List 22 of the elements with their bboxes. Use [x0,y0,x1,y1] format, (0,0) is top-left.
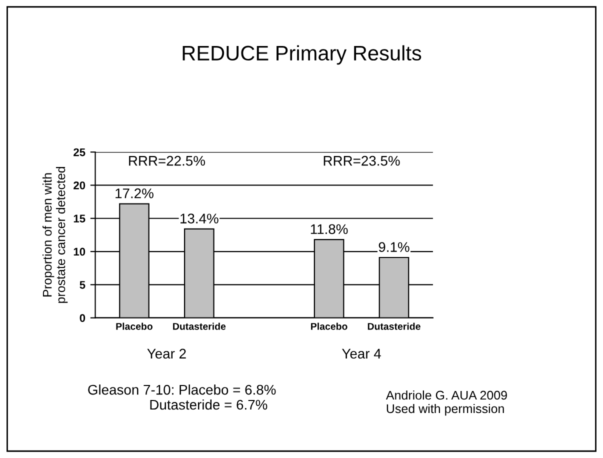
y-tick-label: 15 [74,214,86,223]
chart-title: REDUCE Primary Results [182,45,422,65]
data-label: 11.8% [310,224,348,234]
y-tick-label: 25 [74,148,86,156]
annotation: RRR=23.5% [324,156,400,166]
text: Andriole G. AUA 2009 Used with permission [386,390,507,416]
x-tick-label: Placebo [311,322,348,330]
y-tick-label: 20 [74,181,86,190]
text: Year 2 [147,348,186,359]
y-tick-label: 0 [80,314,86,322]
data-label: 13.4% [180,214,218,224]
y-axis-title: Proportion of men with prostate cancer detected [42,166,68,303]
text: Year 4 [342,348,381,359]
y-tick-label: 5 [80,281,86,289]
data-label: 17.2% [116,188,154,198]
x-tick-label: Dutasteride [173,322,226,330]
annotation: RRR=22.5% [129,156,206,166]
x-tick-label: Dutasteride [368,322,420,330]
x-tick-label: Placebo [116,322,152,330]
y-tick-label: 10 [74,248,86,256]
data-label: 9.1% [378,242,410,252]
text: Gleason 7-10: Placebo = 6.8% Dutasteride = 6.7% [88,384,276,410]
